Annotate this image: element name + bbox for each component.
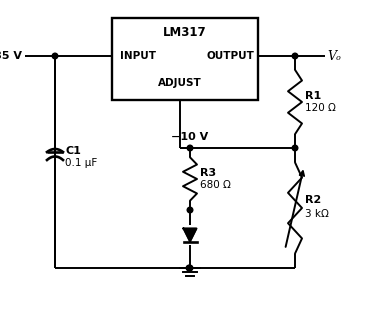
Text: 120 Ω: 120 Ω	[305, 103, 336, 113]
Text: Vₒ: Vₒ	[327, 49, 341, 63]
Circle shape	[187, 265, 193, 271]
Text: −10 V: −10 V	[171, 132, 209, 142]
Text: R3: R3	[200, 168, 216, 178]
Circle shape	[292, 145, 298, 151]
Text: +35 V: +35 V	[0, 51, 22, 61]
Text: 0.1 μF: 0.1 μF	[65, 158, 97, 168]
Text: R1: R1	[305, 91, 321, 101]
Circle shape	[292, 53, 298, 59]
Text: ADJUST: ADJUST	[158, 78, 202, 88]
Text: C1: C1	[65, 146, 81, 156]
Circle shape	[187, 145, 193, 151]
Text: 680 Ω: 680 Ω	[200, 180, 231, 190]
Text: R2: R2	[305, 195, 321, 205]
Text: INPUT: INPUT	[120, 51, 156, 61]
Circle shape	[186, 265, 192, 271]
Text: OUTPUT: OUTPUT	[206, 51, 254, 61]
Bar	[112, 18, 258, 100]
Polygon shape	[183, 228, 196, 241]
Text: 3 kΩ: 3 kΩ	[305, 209, 329, 219]
Circle shape	[187, 207, 193, 213]
Text: LM317: LM317	[163, 26, 207, 39]
Circle shape	[52, 53, 58, 59]
